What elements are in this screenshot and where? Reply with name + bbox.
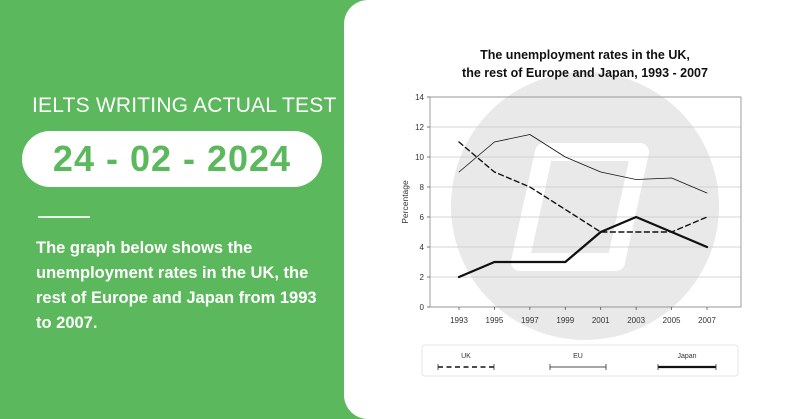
chart-title-line: The unemployment rates in the UK, [480,48,690,62]
x-tick-label: 2003 [627,316,645,325]
divider [38,216,90,218]
legend-box [421,344,739,377]
x-tick-label: 2001 [592,316,610,325]
plot-frame [429,96,742,308]
date-badge: 24 - 02 - 2024 [22,131,322,187]
watermark-logo-shape [511,143,649,271]
left-panel: IELTS WRITING ACTUAL TEST 24 - 02 - 2024… [0,0,345,419]
task-description: The graph below shows the unemployment r… [36,239,317,332]
watermark-circle [451,72,719,340]
x-tick-label: 2007 [698,316,716,325]
test-heading: IELTS WRITING ACTUAL TEST [32,94,337,117]
legend-label-japan: Japan [677,353,696,360]
legend-label-eu: EU [573,353,583,360]
series-line-uk [458,141,708,233]
y-axis-label: Percentage [400,180,410,224]
chart-title-line: the rest of Europe and Japan, 1993 - 200… [462,66,708,80]
y-tick-label: 2 [420,273,425,282]
series-line-eu [458,134,708,194]
series-line-japan [457,215,709,279]
y-tick-label: 6 [420,213,425,222]
x-tick-label: 1993 [450,316,468,325]
y-tick-label: 0 [420,303,425,312]
y-tick-label: 4 [420,243,425,252]
legend-label-uk: UK [461,353,471,360]
x-tick-label: 1997 [521,316,539,325]
x-tick-label: 1995 [486,316,504,325]
y-tick-label: 12 [415,123,424,132]
x-tick-label: 2005 [663,316,681,325]
line-chart: The unemployment rates in the UK, the res… [400,48,742,377]
x-tick-label: 1999 [556,316,574,325]
y-tick-label: 10 [415,153,424,162]
y-tick-label: 14 [415,93,424,102]
y-tick-label: 8 [420,183,425,192]
test-date: 24 - 02 - 2024 [52,138,292,179]
chart-panel: The unemployment rates in the UK, the res… [344,0,800,419]
